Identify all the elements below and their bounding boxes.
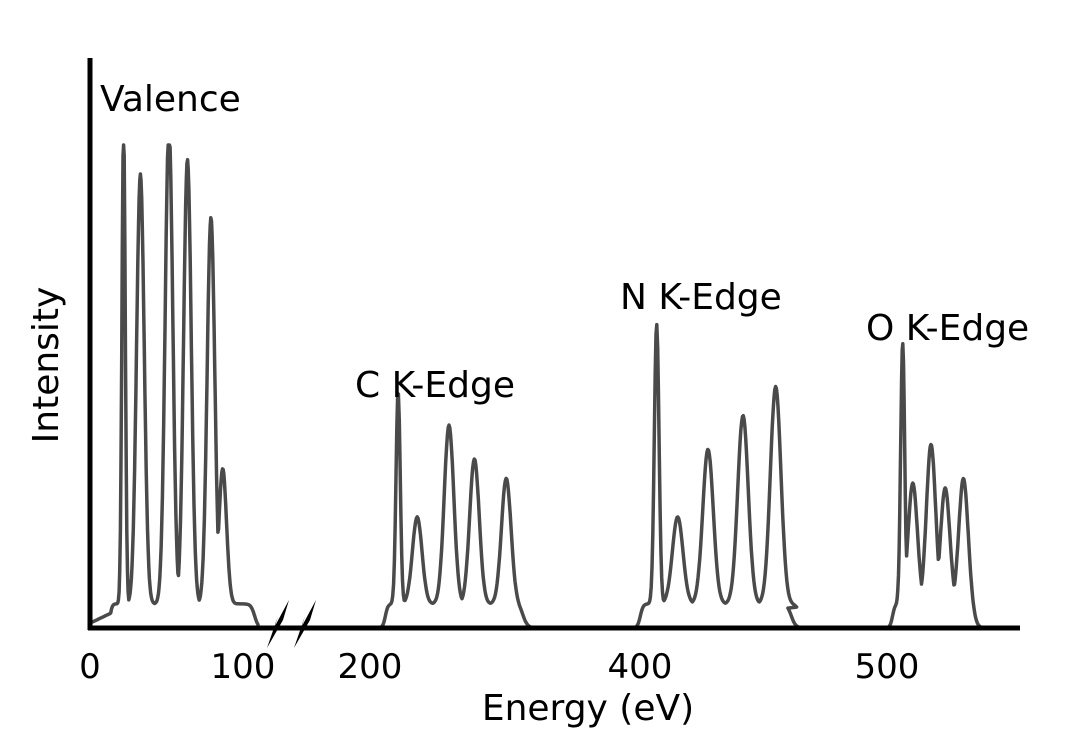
spectrum-line-c-k-edge bbox=[341, 392, 557, 630]
y-axis-label: Intensity bbox=[26, 287, 67, 444]
axis-break-slash-1 bbox=[267, 600, 289, 648]
annotation-valence: Valence bbox=[100, 79, 241, 120]
annotation-n-k-edge: N K-Edge bbox=[620, 277, 782, 318]
x-tick-label-0: 0 bbox=[79, 647, 101, 687]
spectrum-line-o-k-edge bbox=[846, 342, 1012, 630]
spectrum-line-valence bbox=[88, 143, 260, 627]
spectrum-line-n-k-edge bbox=[608, 322, 810, 630]
x-tick-label-400: 400 bbox=[608, 647, 673, 687]
axis-break-marker bbox=[267, 600, 316, 648]
annotation-o-k-edge: O K-Edge bbox=[866, 308, 1029, 349]
annotation-c-k-edge: C K-Edge bbox=[355, 365, 515, 406]
x-axis-label: Energy (eV) bbox=[482, 688, 694, 729]
x-tick-label-500: 500 bbox=[855, 647, 920, 687]
x-tick-label-100: 100 bbox=[211, 647, 276, 687]
series-layer bbox=[88, 143, 1012, 630]
x-tick-label-200: 200 bbox=[338, 647, 403, 687]
axis-break-slash-2 bbox=[294, 600, 316, 648]
